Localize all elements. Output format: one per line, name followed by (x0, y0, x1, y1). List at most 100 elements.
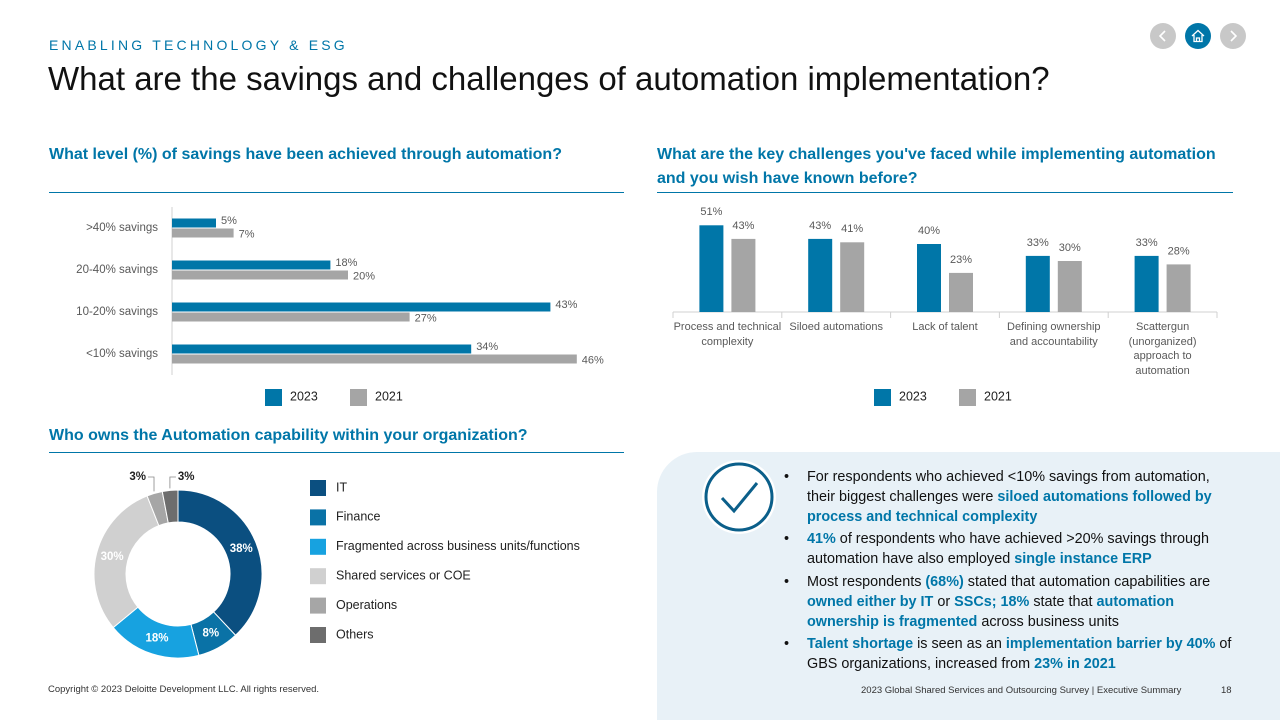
bar (917, 244, 941, 312)
bar (172, 218, 216, 228)
prev-button[interactable] (1150, 23, 1176, 49)
check-ring (704, 462, 774, 532)
value-label: 51% (700, 206, 722, 218)
slice-label: 30% (101, 551, 124, 563)
bar (1134, 255, 1159, 312)
legend-swatch (265, 389, 282, 406)
bullet: For respondents who achieved <10% saving… (782, 468, 1232, 527)
value-label: 27% (415, 312, 437, 324)
legend-swatch (310, 480, 326, 496)
bar (949, 272, 973, 312)
legend-label: Operations (336, 598, 397, 612)
emphasis: (68%) (925, 573, 964, 590)
value-label: 18% (335, 257, 357, 269)
category-label: Siloed automations (789, 321, 883, 333)
slice-label: 3% (178, 471, 195, 483)
text-run: across business units (977, 613, 1119, 630)
bar (172, 228, 234, 238)
text-run: For respondents who achieved <10% saving… (807, 469, 1210, 505)
title-rule (657, 192, 1233, 193)
text-run: or (933, 593, 955, 610)
slice-label: 8% (202, 628, 219, 640)
emphasis: single instance ERP (1014, 551, 1152, 568)
value-label: 46% (582, 354, 604, 366)
chart-title: Who owns the Automation capability withi… (49, 427, 528, 444)
value-label: 43% (809, 220, 831, 232)
chart-title: What are the key challenges you've faced… (657, 146, 1216, 187)
category-label: Scattergun (unorganized) approach to aut… (1128, 321, 1197, 377)
leader-line (148, 476, 155, 492)
legend-label: Shared services or COE (336, 568, 471, 582)
text-run: of respondents who have achieved >20% sa… (807, 531, 1210, 568)
emphasis: Talent shortage (807, 636, 914, 653)
bar (1166, 264, 1191, 312)
donut-slice (177, 489, 263, 636)
emphasis: automation ownership is fragmented (807, 593, 1175, 630)
chart-title: What level (%) of savings have been achi… (49, 146, 562, 163)
legend-swatch (310, 509, 326, 526)
bar (808, 238, 833, 312)
bullet: 41% of respondents who have achieved >20… (782, 530, 1232, 570)
bar (172, 354, 577, 364)
emphasis: owned either by IT (807, 593, 934, 610)
text-run: of GBS organizations, increased from (807, 636, 1232, 673)
category-label: >40% savings (86, 222, 158, 234)
home-icon (1191, 29, 1205, 43)
legend-swatch (874, 389, 891, 406)
slice-label: 18% (145, 633, 168, 645)
home-button[interactable] (1185, 23, 1211, 49)
bar (731, 238, 756, 312)
legend-label: IT (336, 480, 347, 494)
emphasis: 41% (807, 531, 836, 548)
bullet: Talent shortage is seen as an implementa… (782, 635, 1232, 675)
next-icon (1230, 30, 1238, 42)
bar (172, 270, 348, 280)
value-label: 43% (555, 299, 577, 311)
value-label: 30% (1059, 242, 1081, 254)
next-button[interactable] (1220, 23, 1246, 49)
bar (1057, 261, 1082, 312)
prev-icon (1158, 30, 1166, 42)
text-run: stated that automation capabilities are (963, 573, 1211, 590)
category-label: 10-20% savings (76, 306, 158, 318)
legend-label: 2023 (899, 389, 927, 403)
section-label: ENABLING TECHNOLOGY & ESG (49, 37, 348, 53)
bar (172, 344, 472, 354)
legend-swatch (959, 389, 976, 406)
slide-title: What are the savings and challenges of a… (48, 60, 1050, 97)
slice-label: 38% (230, 543, 253, 555)
category-label: Process and technical complexity (673, 321, 782, 348)
text-run: Most respondents (807, 573, 926, 590)
category-label: 20-40% savings (76, 264, 158, 276)
bar (172, 312, 410, 322)
bar (172, 260, 331, 270)
text-run: is seen as an (913, 636, 1006, 653)
value-label: 43% (732, 220, 754, 232)
text-run: state that (1029, 593, 1097, 610)
legend-label: Fragmented across business units/functio… (336, 539, 580, 553)
legend-label: 2023 (290, 389, 318, 403)
legend-swatch (310, 597, 326, 614)
page-number: 18 (1221, 685, 1232, 696)
bar (840, 242, 865, 312)
title-rule (49, 192, 624, 193)
value-label: 41% (841, 223, 863, 235)
value-label: 28% (1168, 245, 1190, 257)
value-label: 34% (476, 341, 498, 353)
report-name: 2023 Global Shared Services and Outsourc… (861, 685, 1182, 696)
leader-line (169, 476, 176, 489)
bullet: Most respondents (68%) stated that autom… (782, 573, 1232, 632)
title-rule (49, 452, 624, 453)
emphasis: SSCs; 18% (954, 593, 1030, 610)
legend-label: Finance (336, 510, 381, 524)
bar (172, 302, 551, 312)
legend-swatch (310, 568, 326, 585)
emphasis: implementation barrier by 40% (1005, 636, 1216, 653)
value-label: 40% (918, 225, 940, 237)
category-label: Lack of talent (912, 321, 978, 333)
value-label: 5% (221, 215, 237, 227)
bar (1025, 255, 1050, 312)
value-label: 20% (353, 270, 375, 282)
bar (699, 225, 724, 312)
